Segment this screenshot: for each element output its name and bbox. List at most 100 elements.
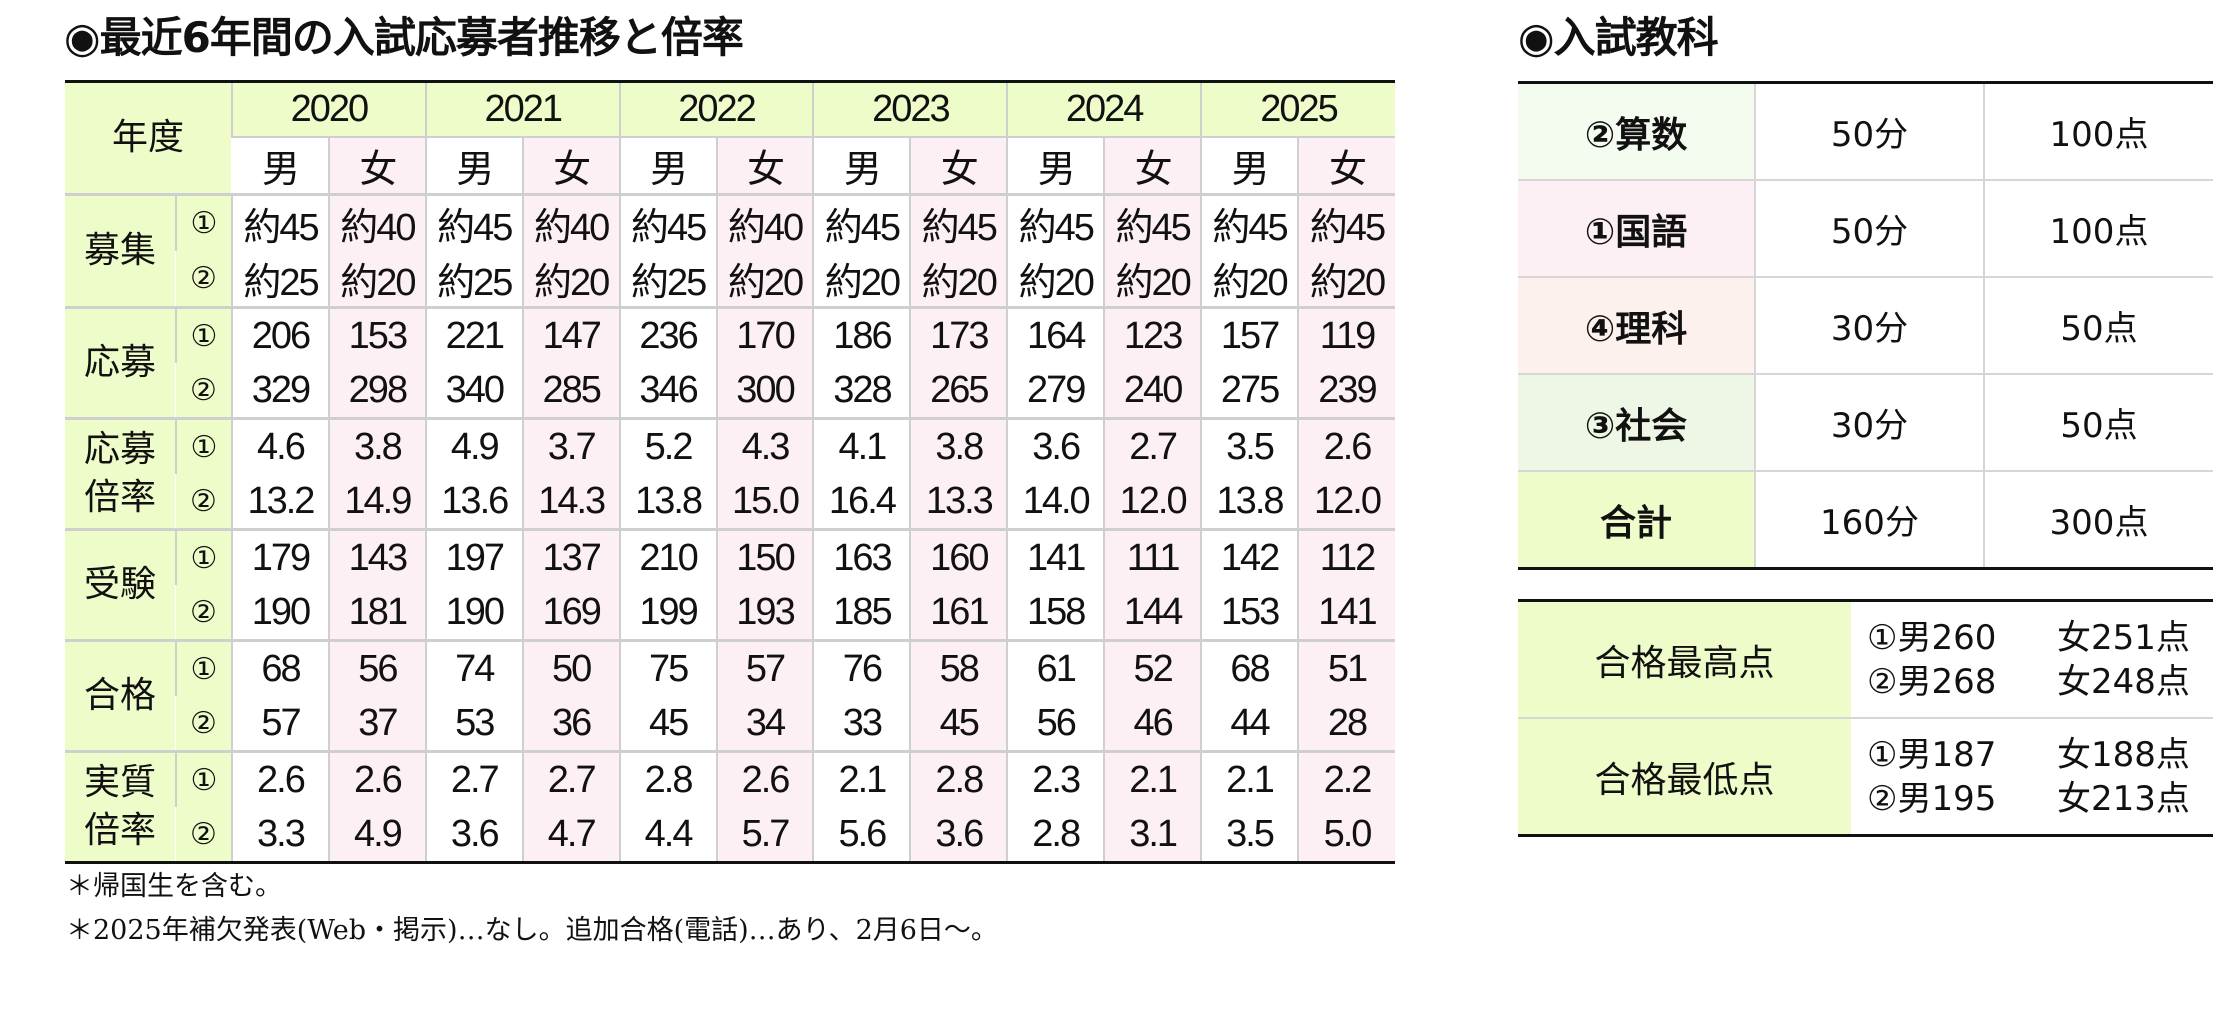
table-row: ② 57 37 53 36 45 34 33 45 56 46 44 28 bbox=[65, 696, 1395, 752]
male-score: ②男268 bbox=[1867, 661, 1997, 702]
male-value-cell: 2.6 bbox=[231, 750, 329, 807]
male-value-cell: 153 bbox=[1200, 585, 1298, 641]
row-label: 受験 bbox=[65, 528, 176, 641]
female-value-cell: 約40 bbox=[327, 193, 426, 251]
male-value-cell: 197 bbox=[424, 528, 523, 585]
female-header: 女 bbox=[327, 137, 426, 195]
male-value-cell: 3.3 bbox=[231, 807, 329, 863]
female-value-cell: 約20 bbox=[909, 251, 1008, 308]
female-value-cell: 111 bbox=[1103, 528, 1202, 585]
male-value-cell: 210 bbox=[618, 528, 717, 585]
female-value-cell: 112 bbox=[1296, 528, 1395, 585]
female-value-cell: 56 bbox=[327, 639, 426, 696]
score-label: 合格最高点 bbox=[1518, 600, 1851, 718]
male-value-cell: 68 bbox=[231, 639, 329, 696]
session-mark: ② bbox=[176, 363, 233, 419]
female-value-cell: 285 bbox=[521, 363, 620, 419]
female-value-cell: 3.1 bbox=[1103, 807, 1202, 863]
female-value-cell: 45 bbox=[909, 696, 1008, 752]
male-value-cell: 約45 bbox=[1200, 193, 1298, 251]
subject-time: 160分 bbox=[1754, 470, 1984, 569]
subject-row: ③社会 30分 50点 bbox=[1518, 373, 2213, 471]
female-value-cell: 170 bbox=[715, 306, 814, 363]
male-value-cell: 328 bbox=[812, 363, 911, 419]
session-mark: ② bbox=[176, 696, 233, 752]
subject-points: 300点 bbox=[1983, 470, 2213, 569]
male-value-cell: 141 bbox=[1006, 528, 1105, 585]
year-header-cell: 2024 bbox=[1006, 81, 1202, 138]
female-value-cell: 2.6 bbox=[327, 750, 426, 807]
female-value-cell: 5.7 bbox=[715, 807, 814, 863]
male-value-cell: 157 bbox=[1200, 306, 1298, 363]
female-value-cell: 15.0 bbox=[715, 474, 814, 530]
male-value-cell: 221 bbox=[424, 306, 523, 363]
female-value-cell: 161 bbox=[909, 585, 1008, 641]
male-value-cell: 236 bbox=[618, 306, 717, 363]
male-value-cell: 45 bbox=[618, 696, 717, 752]
male-value-cell: 4.1 bbox=[812, 417, 911, 474]
male-value-cell: 3.5 bbox=[1200, 807, 1298, 863]
female-value-cell: 150 bbox=[715, 528, 814, 585]
female-value-cell: 143 bbox=[327, 528, 426, 585]
female-value-cell: 4.3 bbox=[715, 417, 814, 474]
row-label: 応募 倍率 bbox=[65, 417, 176, 530]
table-row: 実質 倍率 ① 2.6 2.6 2.7 2.7 2.8 2.6 2.1 2.8 2.3 2.1 2.1 2… bbox=[65, 750, 1395, 863]
female-score: 女213点 bbox=[2057, 778, 2190, 819]
subject-points: 100点 bbox=[1983, 179, 2213, 277]
female-value-cell: 約20 bbox=[715, 251, 814, 308]
subjects-title: ◉入試教科 bbox=[1518, 13, 1719, 62]
male-value-cell: 275 bbox=[1200, 363, 1298, 419]
male-value-cell: 約45 bbox=[812, 193, 911, 251]
female-value-cell: 約20 bbox=[327, 251, 426, 308]
male-value-cell: 57 bbox=[231, 696, 329, 752]
male-value-cell: 2.8 bbox=[618, 750, 717, 807]
year-header-cell: 2020 bbox=[231, 81, 426, 138]
male-value-cell: 185 bbox=[812, 585, 911, 641]
female-value-cell: 240 bbox=[1103, 363, 1202, 419]
note-waitlist: ＊2025年補欠発表(Web・掲示)…なし。追加合格(電話)…あり、2月6日～。 bbox=[66, 915, 998, 946]
subject-name: ①国語 bbox=[1518, 179, 1755, 277]
female-header: 女 bbox=[521, 137, 620, 195]
female-value-cell: 123 bbox=[1103, 306, 1202, 363]
male-value-cell: 53 bbox=[424, 696, 523, 752]
male-value-cell: 14.0 bbox=[1006, 474, 1105, 530]
female-value-cell: 153 bbox=[327, 306, 426, 363]
session-mark: ① bbox=[174, 193, 233, 251]
table-row: ② 329 298 340 285 346 300 328 265 279 240 275 239 bbox=[65, 363, 1395, 419]
male-value-cell: 約25 bbox=[618, 251, 717, 308]
session-mark: ② bbox=[176, 251, 233, 308]
table-row: ② 約25 約20 約25 約20 約25 約20 約20 約20 約20 約20 約20 約20 bbox=[65, 251, 1395, 308]
female-value-cell: 144 bbox=[1103, 585, 1202, 641]
female-value-cell: 2.8 bbox=[909, 750, 1008, 807]
male-value-cell: 56 bbox=[1006, 696, 1105, 752]
female-value-cell: 193 bbox=[715, 585, 814, 641]
female-value-cell: 3.6 bbox=[909, 807, 1008, 863]
table-row: ② 13.2 14.9 13.6 14.3 13.8 15.0 16.4 13.3 14.0 12.… bbox=[65, 474, 1395, 530]
female-value-cell: 5.0 bbox=[1296, 807, 1395, 863]
female-value-cell: 4.7 bbox=[521, 807, 620, 863]
male-value-cell: 5.6 bbox=[812, 807, 911, 863]
female-value-cell: 約20 bbox=[521, 251, 620, 308]
subject-name: 合計 bbox=[1518, 470, 1755, 569]
subject-name: ④理科 bbox=[1518, 276, 1755, 374]
row-label: 募集 bbox=[65, 193, 176, 308]
male-value-cell: 346 bbox=[618, 363, 717, 419]
male-value-cell: 206 bbox=[231, 306, 329, 363]
male-value-cell: 44 bbox=[1200, 696, 1298, 752]
male-value-cell: 13.2 bbox=[231, 474, 329, 530]
female-value-cell: 173 bbox=[909, 306, 1008, 363]
female-value-cell: 137 bbox=[521, 528, 620, 585]
male-value-cell: 190 bbox=[424, 585, 523, 641]
male-value-cell: 199 bbox=[618, 585, 717, 641]
female-value-cell: 147 bbox=[521, 306, 620, 363]
note-returnees: ＊帰国生を含む。 bbox=[66, 871, 282, 902]
female-value-cell: 265 bbox=[909, 363, 1008, 419]
year-header-cell: 2021 bbox=[424, 81, 620, 138]
female-value-cell: 160 bbox=[909, 528, 1008, 585]
score-line: ②男195 女213点 bbox=[1867, 777, 2213, 821]
male-value-cell: 76 bbox=[812, 639, 911, 696]
subject-row: 合計 160分 300点 bbox=[1518, 470, 2213, 569]
male-value-cell: 186 bbox=[812, 306, 911, 363]
female-value-cell: 2.2 bbox=[1296, 750, 1395, 807]
subject-row: ④理科 30分 50点 bbox=[1518, 276, 2213, 374]
